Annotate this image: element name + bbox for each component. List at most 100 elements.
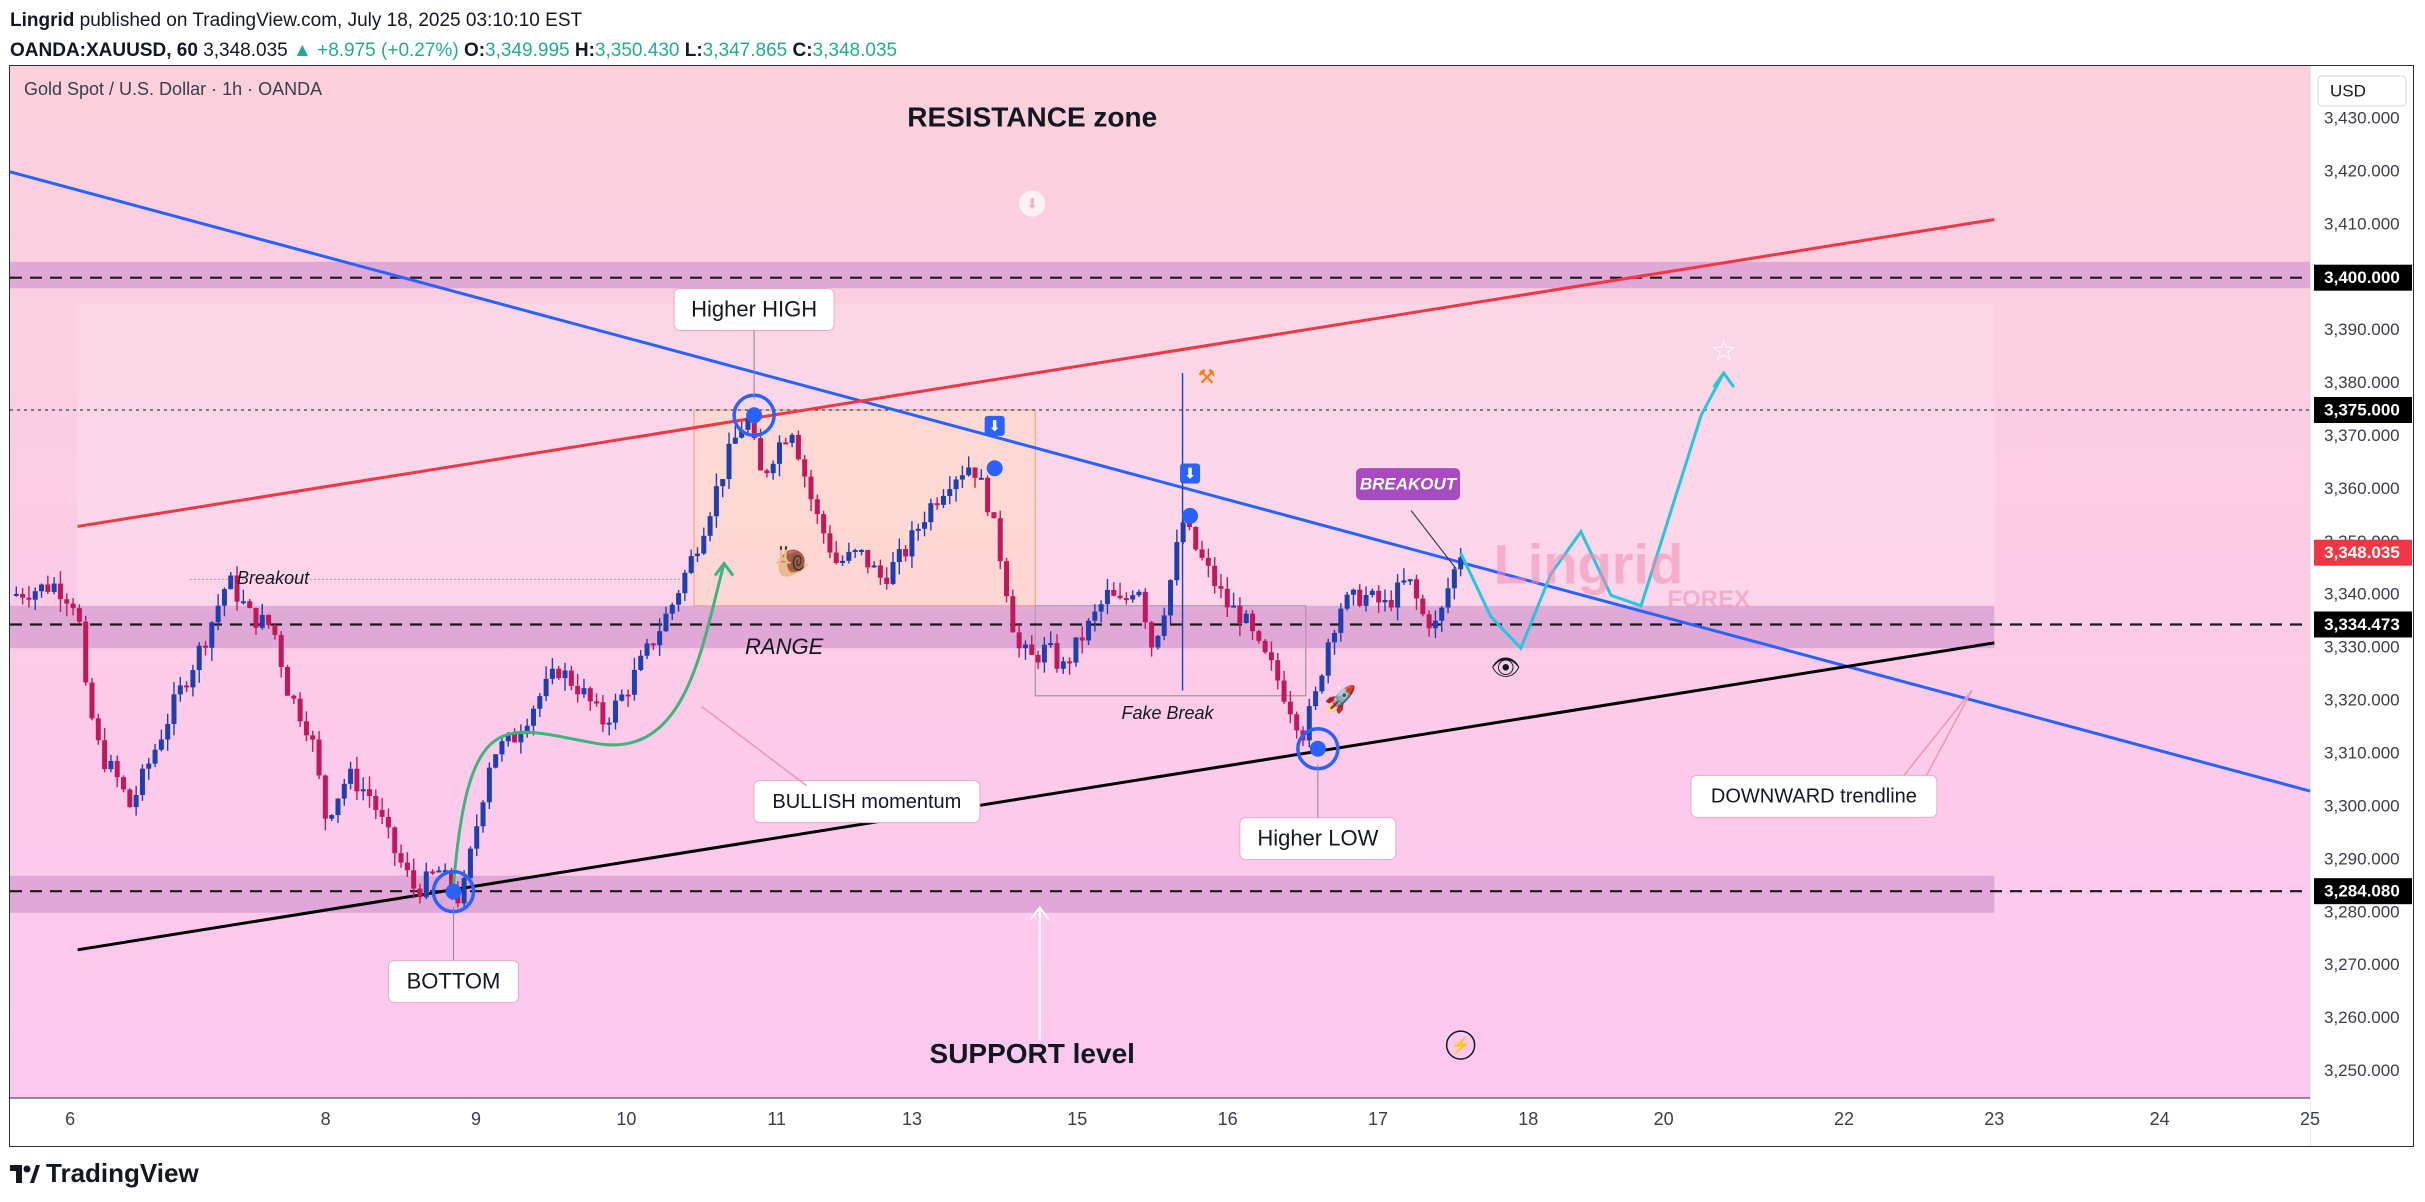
candle-body xyxy=(568,670,574,686)
candle-body xyxy=(972,467,978,478)
candle-body xyxy=(480,802,486,827)
candle-body xyxy=(1123,598,1129,601)
candle-body xyxy=(385,816,391,828)
candle-body xyxy=(379,809,385,817)
price-tick: 3,430.000 xyxy=(2324,108,2400,127)
candle-body xyxy=(1275,660,1281,681)
candle-body xyxy=(940,496,946,505)
bottom-label-box xyxy=(387,960,519,1004)
level-tag-label-0: 3,400.000 xyxy=(2324,268,2400,287)
candle-body xyxy=(1136,591,1142,596)
candle-body xyxy=(486,767,492,803)
candle-body xyxy=(1060,661,1066,669)
candle-body xyxy=(102,740,108,770)
candle-body xyxy=(335,798,341,816)
price-tick: 3,310.000 xyxy=(2324,743,2400,762)
candle-body xyxy=(221,589,227,606)
candle-body xyxy=(1357,589,1363,606)
touch-point-2 xyxy=(1182,507,1199,524)
candle-body xyxy=(1445,588,1451,608)
candle-body xyxy=(64,599,70,604)
candle-body xyxy=(840,560,846,564)
candle-body xyxy=(877,565,883,578)
level-tag-4 xyxy=(2314,878,2412,905)
rocket-icon: 🚀 xyxy=(1324,684,1356,714)
candle-body xyxy=(1250,613,1256,632)
candle-body xyxy=(1287,701,1293,715)
candle-body xyxy=(1281,680,1287,702)
candle-body xyxy=(499,741,505,755)
context-box xyxy=(77,304,1995,612)
chart-svg[interactable]: ☆ ⬇ ⬇ ⬇ RESISTANCE zone SUPPORT level Higher H… xyxy=(10,66,2413,1146)
candle-body xyxy=(1168,580,1174,616)
brand-name: TradingView xyxy=(46,1158,199,1188)
candle-body xyxy=(165,723,171,740)
candle-body xyxy=(1237,605,1243,623)
candle-body xyxy=(1294,714,1300,731)
candle-body xyxy=(1268,652,1274,661)
candle-body xyxy=(127,789,133,808)
hammer-icon: ⚒ xyxy=(1198,367,1216,389)
chart-frame[interactable]: ☆ ⬇ ⬇ ⬇ RESISTANCE zone SUPPORT level Higher H… xyxy=(9,65,2414,1147)
candle-body xyxy=(846,551,852,561)
breakout-tag-box xyxy=(1356,468,1461,501)
candle-body xyxy=(348,768,354,784)
candle-body xyxy=(657,631,663,646)
low-label: L: xyxy=(684,40,703,61)
candle-body xyxy=(1092,611,1098,621)
candle-body xyxy=(1193,527,1199,550)
time-tick: 11 xyxy=(767,1109,786,1129)
candle-body xyxy=(1073,637,1079,663)
candle-body xyxy=(594,701,600,704)
chart-title: Gold Spot / U.S. Dollar · 1h · OANDA xyxy=(24,79,322,99)
tradingview-logo[interactable]: TradingView xyxy=(10,1158,199,1189)
candle-body xyxy=(612,700,618,723)
candle-body xyxy=(259,614,265,628)
candle-body xyxy=(1048,643,1054,646)
price-tick: 3,300.000 xyxy=(2324,796,2400,815)
candle-body xyxy=(1256,631,1262,641)
support-trendline xyxy=(77,641,1995,952)
price-tick: 3,420.000 xyxy=(2324,161,2400,180)
currency-label: USD xyxy=(2330,81,2366,100)
candle-body xyxy=(751,418,757,439)
candle-body xyxy=(827,533,833,553)
candle-body xyxy=(121,777,127,790)
candle-body xyxy=(266,614,272,626)
candle-body xyxy=(1338,608,1344,633)
candle-body xyxy=(171,694,177,724)
level-band-4 xyxy=(10,875,1995,913)
price-tick: 3,340.000 xyxy=(2324,585,2400,604)
candle-body xyxy=(461,878,467,904)
candle-body xyxy=(833,552,839,564)
candle-body xyxy=(76,608,82,622)
candle-body xyxy=(45,584,51,592)
candle-body xyxy=(108,760,114,770)
publisher-name[interactable]: Lingrid xyxy=(10,10,75,31)
candle-body xyxy=(1401,580,1407,583)
candle-body xyxy=(713,486,719,517)
fake-break-label: Fake Break xyxy=(1121,703,1214,723)
symbol-label[interactable]: OANDA:XAUUSD, 60 xyxy=(10,40,198,61)
candle-body xyxy=(20,593,26,598)
candle-body xyxy=(1319,675,1325,692)
bottom-pivot-circle-dot xyxy=(445,883,462,900)
time-tick: 6 xyxy=(65,1109,75,1129)
candle-body xyxy=(39,584,45,592)
time-tick: 25 xyxy=(2300,1109,2320,1129)
candle-body xyxy=(1149,622,1155,648)
projection-path xyxy=(1459,372,1726,651)
price-tick: 3,260.000 xyxy=(2324,1008,2400,1027)
candle-body xyxy=(720,479,726,487)
candle-body xyxy=(57,583,63,600)
candle-body xyxy=(139,768,145,795)
candle-body xyxy=(146,763,152,769)
candle-body xyxy=(367,789,373,797)
candle-body xyxy=(1130,595,1136,600)
candle-body xyxy=(1067,661,1073,664)
candle-body xyxy=(1117,595,1123,599)
ohlc-line: OANDA:XAUUSD, 60 3,348.035 ▲ +8.975 (+0.… xyxy=(10,36,897,66)
level-tag-3 xyxy=(2314,611,2412,638)
breakout-tag-label: BREAKOUT xyxy=(1360,475,1458,494)
candle-body xyxy=(467,848,473,879)
